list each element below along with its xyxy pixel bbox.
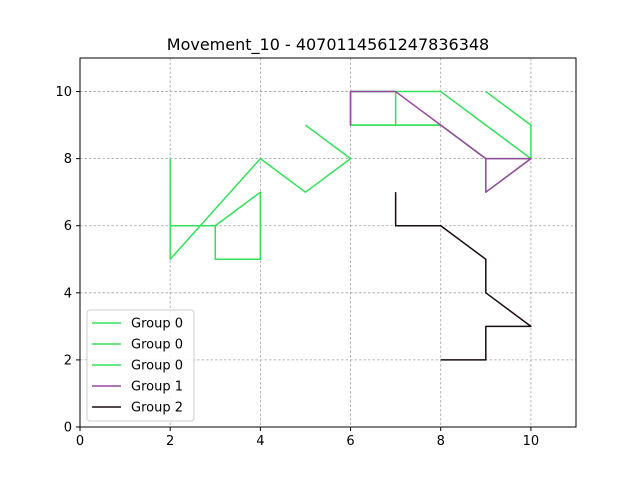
x-tick-label: 0 xyxy=(76,434,84,449)
y-tick-label: 4 xyxy=(64,286,72,301)
y-tick-label: 2 xyxy=(64,353,72,368)
series-line-3 xyxy=(349,90,532,193)
x-axis: 0 2 4 6 8 10 xyxy=(76,427,539,449)
y-tick-label: 8 xyxy=(64,152,72,167)
legend-label: Group 0 xyxy=(131,317,183,332)
series-line-0 xyxy=(169,124,352,261)
series-layer xyxy=(169,90,532,361)
y-tick-label: 0 xyxy=(64,421,72,436)
y-tick-label: 6 xyxy=(64,219,72,234)
y-tick-label: 10 xyxy=(55,85,72,100)
x-tick-label: 6 xyxy=(346,434,354,449)
legend-box xyxy=(86,309,195,422)
x-tick-label: 10 xyxy=(523,434,540,449)
x-tick-label: 4 xyxy=(256,434,264,449)
x-tick-label: 8 xyxy=(437,434,445,449)
series-line-4 xyxy=(394,192,532,361)
chart-title: Movement_10 - 4070114561247836348 xyxy=(167,35,489,55)
x-tick-label: 2 xyxy=(166,434,174,449)
legend-label: Group 1 xyxy=(131,380,183,395)
plot-area-frame xyxy=(79,57,577,428)
legend-label: Group 0 xyxy=(131,338,183,353)
y-axis: 0 2 4 6 8 10 xyxy=(55,85,80,436)
legend-label: Group 0 xyxy=(131,359,183,374)
legend: Group 0 Group 0 Group 0 Group 1 Group 2 xyxy=(86,309,195,422)
legend-label: Group 2 xyxy=(131,401,183,416)
